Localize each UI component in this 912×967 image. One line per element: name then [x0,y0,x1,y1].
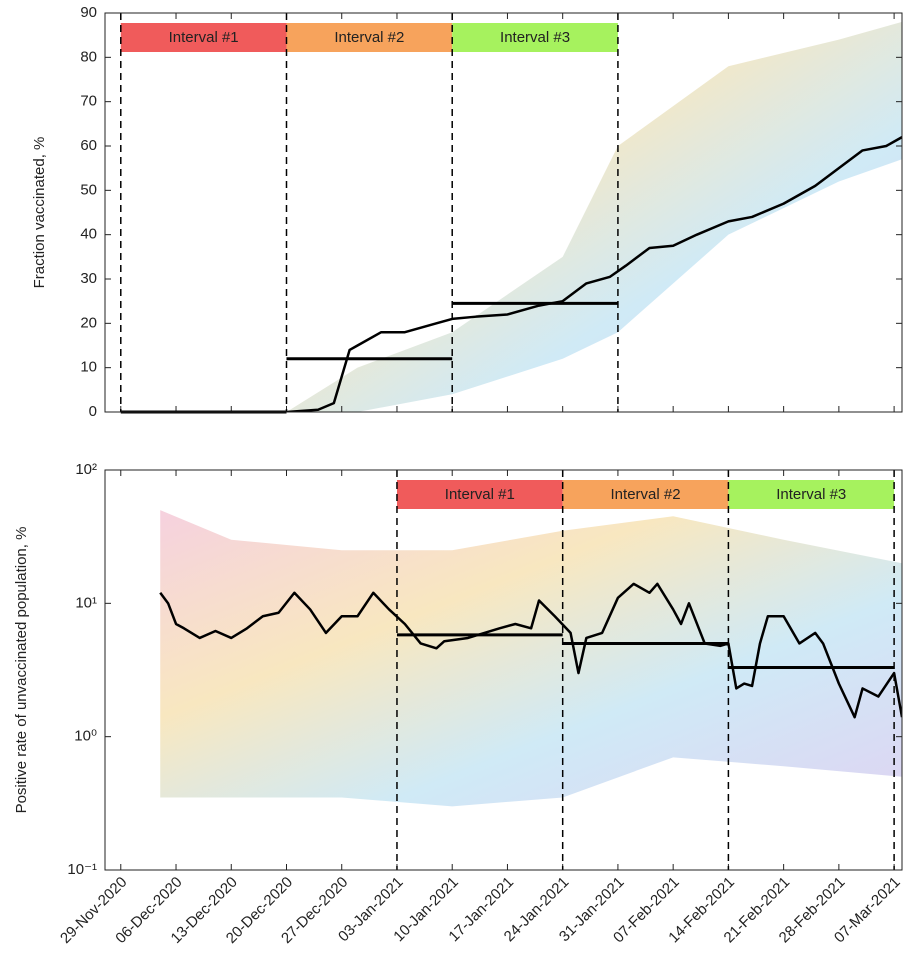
y-axis-title: Positive rate of unvaccinated population… [13,527,30,814]
interval-box [286,23,453,52]
y-tick-label: 40 [80,226,97,243]
interval-box [728,480,895,509]
interval-label: Interval #2 [334,29,404,46]
interval-box [452,23,618,52]
y-tick-label: 30 [80,270,97,287]
ensemble-band [160,510,902,807]
y-tick-label: 10¹ [75,594,97,611]
y-tick-label: 60 [80,137,97,154]
interval-label: Interval #2 [611,486,681,503]
interval-label: Interval #3 [500,29,570,46]
y-tick-label: 50 [80,181,97,198]
interval-box [396,480,563,509]
interval-label: Interval #1 [445,486,515,503]
interval-box [562,480,729,509]
y-tick-label: 10² [75,461,97,478]
ensemble-band [286,21,902,412]
interval-box [120,23,287,52]
y-tick-label: 10⁻¹ [67,861,97,878]
y-tick-label: 10⁰ [74,728,97,745]
y-axis-title: Fraction vaccinated, % [31,137,48,289]
y-tick-label: 0 [89,403,97,420]
median-line [159,582,902,719]
interval-label: Interval #1 [169,29,239,46]
median-line [120,136,902,412]
plot-frame [104,469,903,871]
plot-frame [104,12,903,413]
y-tick-label: 70 [80,93,97,110]
y-tick-label: 90 [80,4,97,21]
y-tick-label: 10 [80,359,97,376]
interval-label: Interval #3 [776,486,846,503]
y-tick-label: 20 [80,314,97,331]
y-tick-label: 80 [80,48,97,65]
